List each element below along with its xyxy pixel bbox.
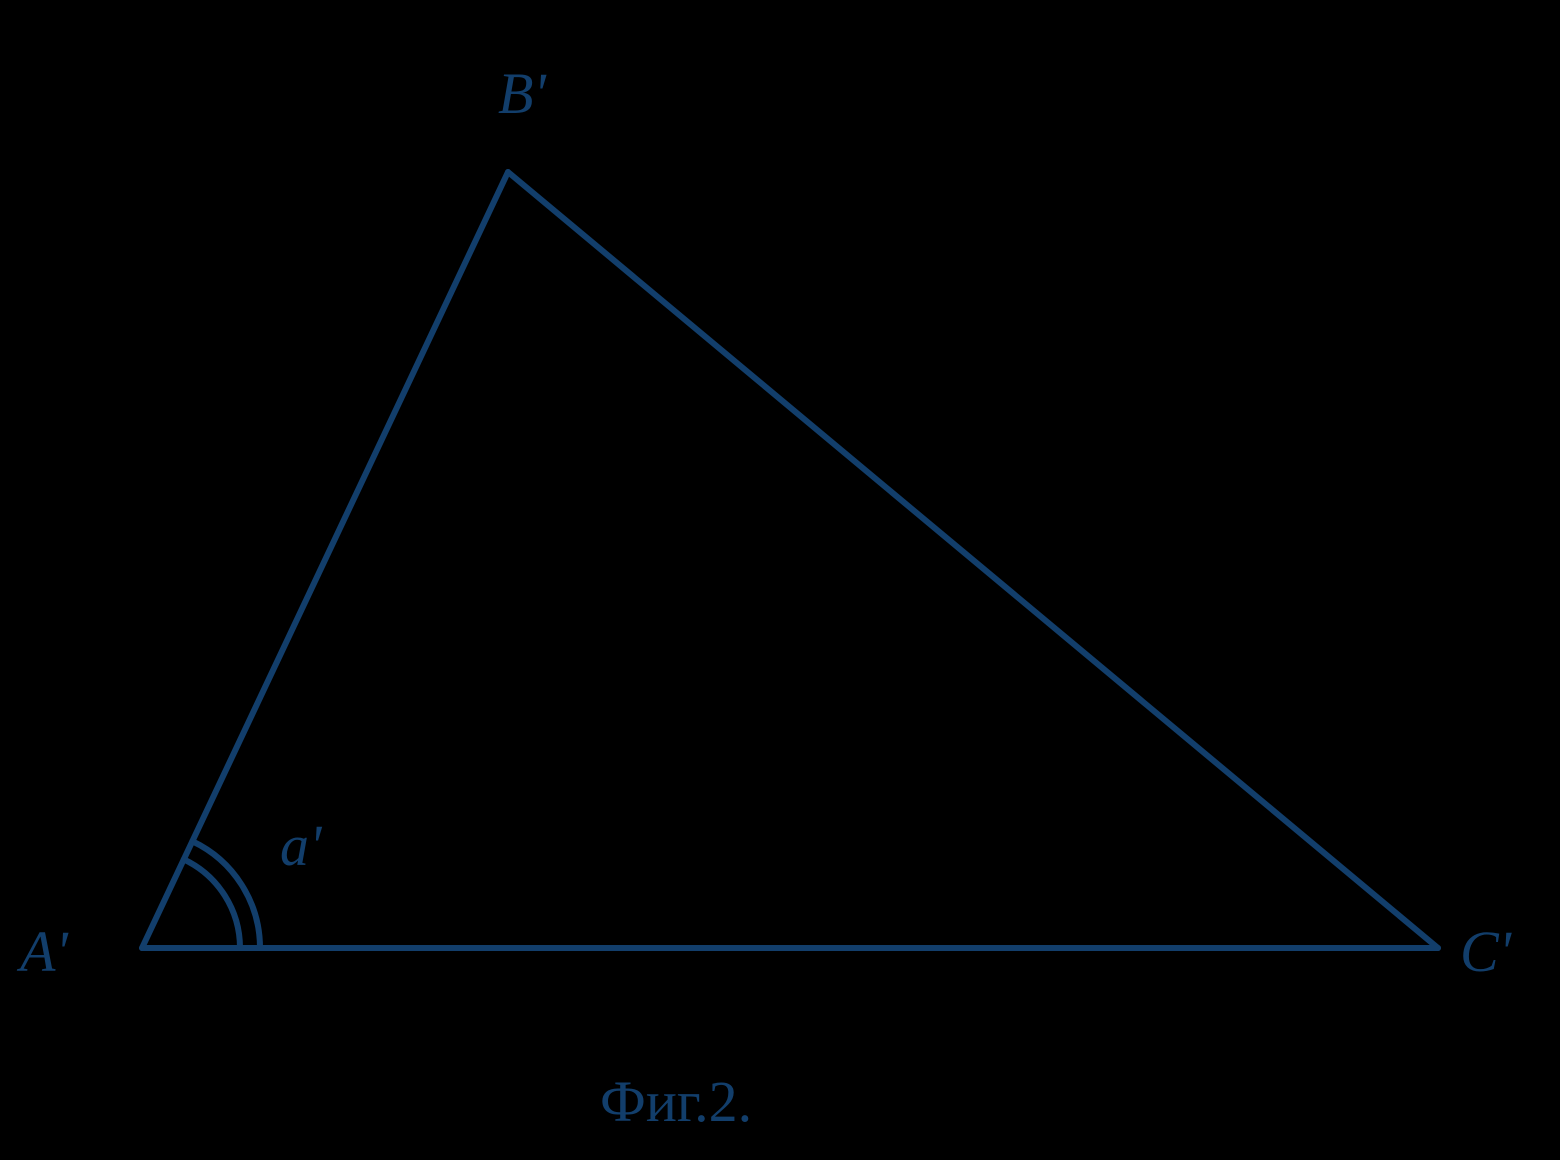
triangle-figure — [0, 0, 1560, 1160]
vertex-label-b: B' — [498, 60, 546, 127]
vertex-label-c: C' — [1460, 918, 1511, 985]
figure-caption: Фиг.2. — [600, 1068, 752, 1135]
vertex-label-a: A' — [20, 918, 68, 985]
angle-label: a' — [280, 812, 321, 879]
